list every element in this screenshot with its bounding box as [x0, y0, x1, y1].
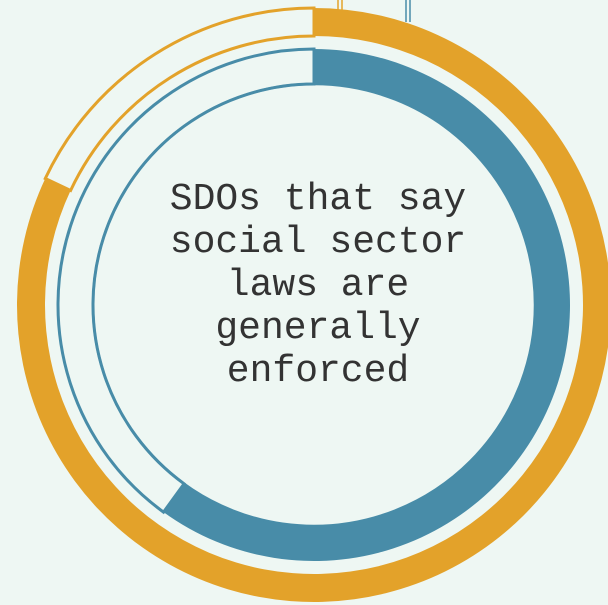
chart-title-line: laws are — [226, 264, 410, 307]
chart-title-line: enforced — [226, 350, 410, 393]
chart-title-line: social sector — [169, 221, 467, 264]
chart-title: SDOs that say social sector laws are gen… — [118, 178, 518, 393]
outer-ring-remainder — [43, 6, 316, 193]
inner-circle-outline — [91, 82, 537, 528]
chart-title-line: SDOs that say — [169, 178, 467, 221]
chart-title-line: generally — [215, 307, 421, 350]
inner-ring-value-arc — [163, 49, 571, 562]
